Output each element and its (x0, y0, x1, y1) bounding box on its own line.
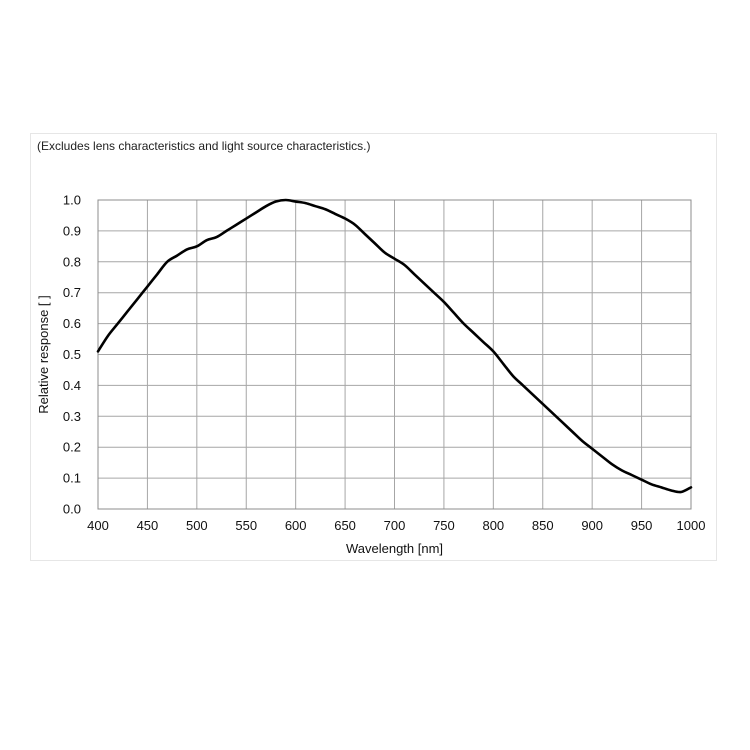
x-tick-label: 1000 (677, 518, 706, 533)
grid (97, 199, 692, 510)
x-tick-label: 800 (482, 518, 504, 533)
x-tick-label: 500 (186, 518, 208, 533)
y-axis-label: Relative response [ ] (36, 295, 51, 414)
y-tick-label: 0.9 (63, 223, 81, 238)
response-curve (96, 198, 693, 494)
x-axis-label: Wavelength [nm] (346, 541, 443, 556)
y-tick-label: 0.5 (63, 347, 81, 362)
y-tick-label: 0.2 (63, 440, 81, 455)
x-tick-label: 850 (532, 518, 554, 533)
x-tick-label: 950 (631, 518, 653, 533)
x-tick-label: 750 (433, 518, 455, 533)
x-tick-label: 450 (137, 518, 159, 533)
x-tick-labels: 400 450 500 550 600 650 700 750 800 850 900 950 1000 (87, 518, 705, 533)
x-tick-label: 400 (87, 518, 109, 533)
y-tick-label: 0.1 (63, 471, 81, 486)
y-tick-label: 0.3 (63, 409, 81, 424)
plot-border (97, 199, 692, 510)
x-tick-label: 650 (334, 518, 356, 533)
x-tick-label: 600 (285, 518, 307, 533)
y-tick-label: 0.0 (63, 502, 81, 517)
y-tick-label: 1.0 (63, 193, 81, 208)
y-tick-labels: 0.0 0.1 0.2 0.3 0.4 0.5 0.6 0.7 0.8 0.9 1.0 (63, 193, 81, 517)
x-tick-label: 900 (581, 518, 603, 533)
y-tick-label: 0.4 (63, 378, 81, 393)
chart-note: (Excludes lens characteristics and light… (37, 139, 371, 153)
x-tick-label: 700 (384, 518, 406, 533)
y-tick-label: 0.6 (63, 316, 81, 331)
chart-panel (30, 133, 717, 561)
x-tick-label: 550 (235, 518, 257, 533)
y-tick-label: 0.7 (63, 285, 81, 300)
y-tick-label: 0.8 (63, 254, 81, 269)
